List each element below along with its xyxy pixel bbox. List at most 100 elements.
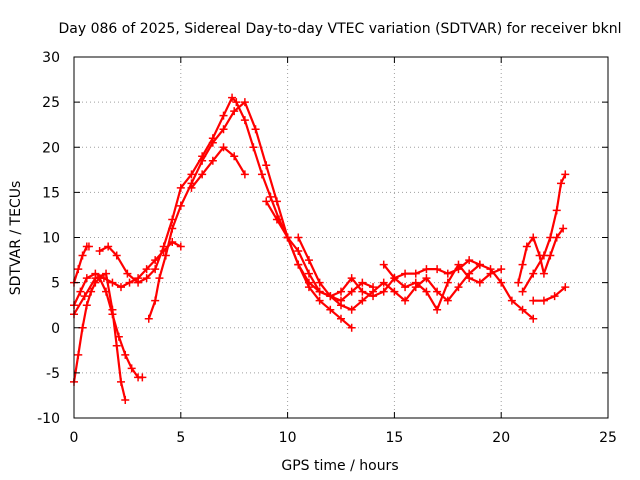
data-point [552, 206, 561, 215]
data-point [78, 251, 87, 260]
y-tick-label: 5 [51, 276, 60, 292]
x-tick-label: 25 [599, 430, 617, 446]
x-tick-label: 0 [70, 430, 79, 446]
data-point [561, 170, 570, 179]
data-point [358, 296, 367, 305]
data-point [433, 287, 442, 296]
data-point [401, 296, 410, 305]
data-point [127, 364, 136, 373]
data-point [557, 179, 566, 188]
y-tick-label: 15 [42, 185, 60, 201]
data-point [518, 305, 527, 314]
data-point [347, 323, 356, 332]
data-point [411, 278, 420, 287]
series-arc-13 [529, 283, 570, 305]
data-point [433, 265, 442, 274]
data-point [347, 274, 356, 283]
data-point [401, 283, 410, 292]
data-point [144, 314, 153, 323]
data-point [561, 283, 570, 292]
data-point [379, 278, 388, 287]
data-point [219, 111, 228, 120]
data-point [76, 287, 85, 296]
data-point [379, 260, 388, 269]
data-point [347, 287, 356, 296]
data-point [272, 215, 281, 224]
x-axis-label: GPS time / hours [281, 458, 398, 474]
data-point [138, 373, 147, 382]
data-point [326, 292, 335, 301]
data-point [262, 161, 271, 170]
data-point [266, 192, 275, 201]
data-point [518, 260, 527, 269]
data-point [454, 283, 463, 292]
y-tick-label: -10 [37, 411, 60, 427]
x-tick-label: 5 [176, 430, 185, 446]
series-line [98, 96, 353, 329]
data-point [240, 116, 249, 125]
data-point [422, 287, 431, 296]
series-arc-12 [518, 170, 570, 296]
series-line [190, 146, 246, 189]
data-point [112, 251, 121, 260]
data-point [95, 247, 104, 256]
data-point [208, 156, 217, 165]
series-arc-9 [294, 233, 484, 314]
data-point [507, 296, 516, 305]
data-point [257, 170, 266, 179]
data-point [294, 260, 303, 269]
data-point [315, 278, 324, 287]
data-point [142, 274, 151, 283]
y-tick-label: 25 [42, 95, 60, 111]
data-point [443, 269, 452, 278]
data-point [514, 278, 523, 287]
data-point [550, 292, 559, 301]
data-point [82, 301, 91, 310]
series-arc-8 [262, 197, 538, 323]
data-point [208, 138, 217, 147]
data-point [337, 287, 345, 296]
data-point [155, 274, 164, 283]
data-point [82, 274, 91, 283]
series-arc-4 [70, 269, 130, 404]
data-point [559, 224, 568, 233]
data-point [315, 287, 324, 296]
y-tick-label: 20 [42, 140, 60, 156]
data-point [379, 287, 388, 296]
data-point [411, 269, 420, 278]
data-point [232, 98, 241, 107]
data-point [475, 278, 484, 287]
data-point [497, 265, 506, 274]
data-point [369, 287, 378, 296]
x-tick-label: 10 [279, 430, 297, 446]
data-point [228, 93, 237, 102]
data-point [240, 98, 249, 107]
data-point [401, 269, 410, 278]
data-point [304, 278, 313, 287]
data-point [262, 197, 271, 206]
data-point [539, 251, 548, 260]
data-point [337, 301, 345, 310]
series-line [382, 263, 503, 311]
data-point [176, 201, 185, 210]
data-point [84, 242, 93, 251]
data-point [74, 265, 83, 274]
data-point [358, 287, 367, 296]
data-point [304, 256, 313, 265]
data-point [454, 260, 463, 269]
data-point [168, 224, 177, 233]
data-point [272, 197, 281, 206]
y-tick-label: -5 [46, 366, 60, 382]
data-point [529, 269, 538, 278]
data-point [104, 242, 113, 251]
data-point [304, 269, 313, 278]
data-point [546, 233, 555, 242]
data-point [230, 107, 239, 116]
data-point [539, 269, 548, 278]
series-line [147, 100, 375, 320]
data-point [121, 395, 130, 404]
data-point [465, 274, 474, 283]
data-point [219, 143, 228, 152]
series-arc-10 [379, 260, 506, 314]
y-tick-label: 0 [51, 321, 60, 337]
